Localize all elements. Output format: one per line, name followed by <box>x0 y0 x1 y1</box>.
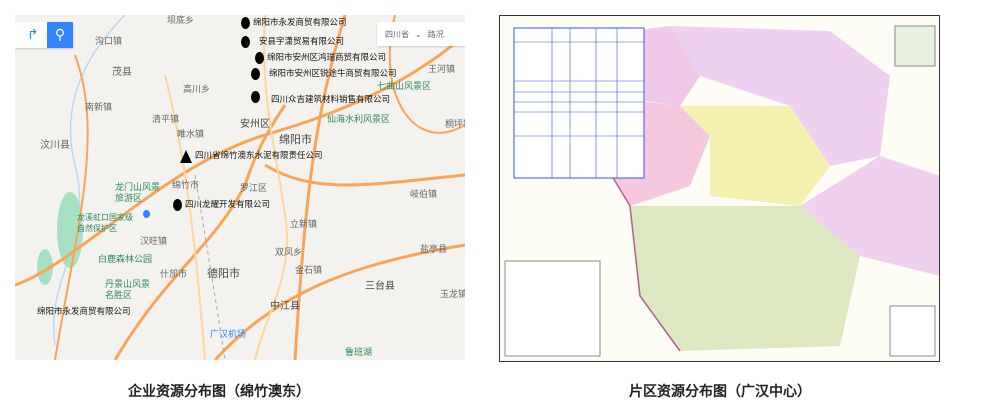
place-label: 茂县 <box>112 67 132 78</box>
circle-marker-icon <box>251 68 260 80</box>
company-marker[interactable]: 绵阳市安州区锐途牛商贸有限公司 <box>251 68 397 80</box>
company-marker[interactable]: 安县宇潇贸易有限公司 <box>241 36 344 48</box>
place-label: 清平镇 <box>152 115 180 125</box>
place-label: 高川乡 <box>183 85 211 95</box>
circle-marker-icon <box>241 36 250 48</box>
circle-marker-icon <box>251 90 260 103</box>
place-label: 岐伯镇 <box>410 190 438 200</box>
triangle-marker-icon <box>180 150 192 163</box>
place-label: 桐坪镇 <box>445 120 465 130</box>
place-label: 双凤乡 <box>275 248 303 258</box>
circle-marker-icon <box>255 52 264 64</box>
circle-marker-icon <box>241 17 250 29</box>
place-label: 什邡市 <box>160 270 188 280</box>
place-label: 汶川县 <box>40 140 70 151</box>
place-label: 绵阳市 <box>279 133 312 146</box>
map-toolbar: 四川省 ⌄ 路况 <box>377 22 465 46</box>
circle-marker-icon <box>173 199 182 211</box>
right-map-caption: 片区资源分布图（广汉中心） <box>629 384 811 400</box>
company-marker[interactable]: 绵阳市安州区鸿瑞商贸有限公司 <box>255 52 386 64</box>
place-label: 安州区 <box>240 119 270 130</box>
route-icon[interactable]: ↱ <box>27 27 39 43</box>
place-label: 沟口镇 <box>95 37 123 47</box>
company-label[interactable]: 绵阳市永发商贸有限公司 <box>37 307 131 317</box>
place-label: 丹景山风景名胜区 <box>105 280 151 301</box>
place-label: 七曲山风景区 <box>377 82 432 92</box>
place-label: 绵竹市 <box>172 181 200 191</box>
place-label: 三台县 <box>365 281 395 292</box>
place-label: 仙海水利风景区 <box>327 115 391 125</box>
place-label: 金石镇 <box>295 266 323 276</box>
company-marker[interactable]: 四川众吉建筑材料销售有限公司 <box>251 87 390 106</box>
place-label: 白鹿森林公园 <box>98 255 153 265</box>
place-label: 玉龙镇 <box>440 290 465 300</box>
district-resource-map[interactable] <box>499 15 940 362</box>
company-marker[interactable]: 四川省绵竹澳东水泥有限责任公司 <box>180 150 323 163</box>
company-marker[interactable]: 四川龙耀开发有限公司 <box>173 199 270 211</box>
place-label: 汉旺镇 <box>140 237 168 247</box>
province-select[interactable]: 四川省 <box>385 29 409 39</box>
district-map-image <box>504 25 939 357</box>
place-label: 中江县 <box>270 301 300 312</box>
place-label: 立新镇 <box>290 220 318 230</box>
place-label: 王河镇 <box>428 65 456 75</box>
place-label: 龙门山风景旅游区 <box>115 183 161 204</box>
search-button[interactable]: ⚲ <box>47 22 73 48</box>
place-label: 龙溪虹口国家级自然保护区 <box>77 213 133 233</box>
place-label: 罗江区 <box>240 184 268 194</box>
map-roads <box>15 15 465 360</box>
place-label: 广汉机场 <box>210 330 247 340</box>
search-icon: ⚲ <box>54 27 66 43</box>
chevron-down-icon: ⌄ <box>415 29 422 39</box>
traffic-button[interactable]: 路况 <box>427 29 444 39</box>
location-marker[interactable] <box>143 210 150 218</box>
place-label: 鲁班湖 <box>345 348 373 358</box>
place-label: 坝底乡 <box>167 16 195 26</box>
place-label: 德阳市 <box>207 267 240 280</box>
place-label: 盐亭县 <box>420 245 448 255</box>
left-map-caption: 企业资源分布图（绵竹澳东） <box>128 384 310 400</box>
place-label: 睢水镇 <box>177 130 205 140</box>
map-search-bar[interactable]: ↱ ⚲ <box>15 22 73 48</box>
enterprise-resource-map[interactable]: ↱ ⚲ 四川省 ⌄ 路况 坝底乡 沟口镇 茂县 高川乡 南新镇 清平镇 汶川县 睢… <box>15 15 465 360</box>
company-marker[interactable]: 绵阳市永发商贸有限公司 <box>241 17 347 29</box>
place-label: 南新镇 <box>85 103 113 113</box>
